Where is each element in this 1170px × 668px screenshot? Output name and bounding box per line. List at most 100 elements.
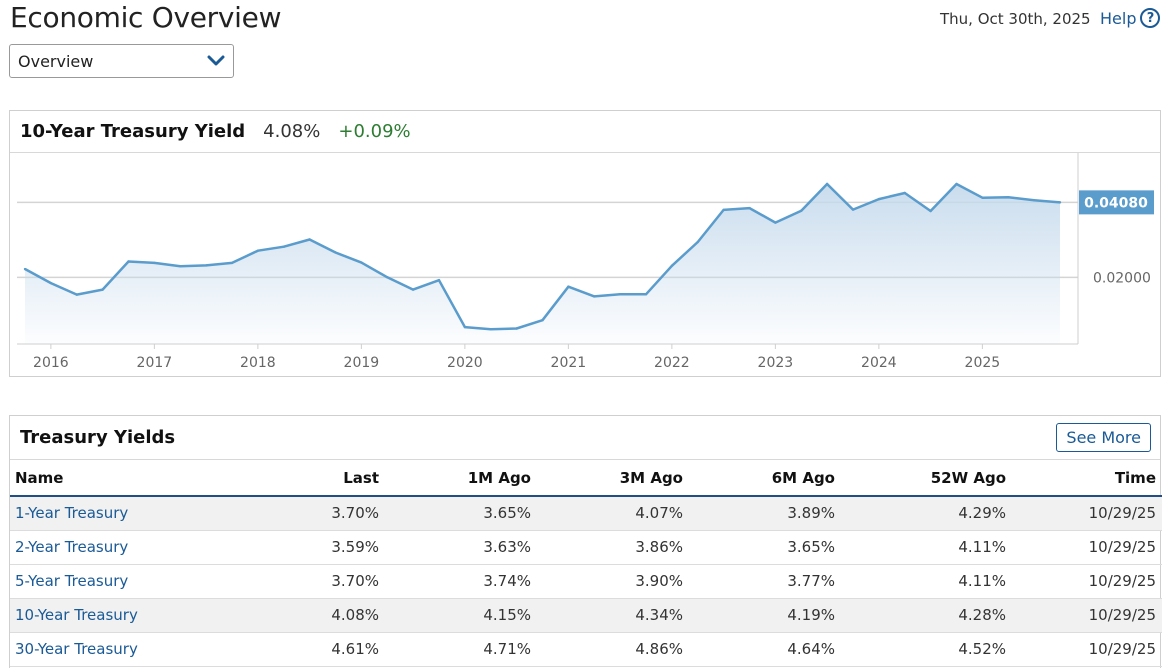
treasury-link[interactable]: 5-Year Treasury (15, 572, 129, 590)
col-header-1m[interactable]: 1M Ago (385, 460, 537, 497)
table-header: Treasury Yields See More (10, 416, 1160, 460)
x-tick-label: 2025 (965, 355, 1001, 371)
treasury-link[interactable]: 1-Year Treasury (15, 504, 129, 523)
cell-6m: 4.64% (689, 632, 841, 667)
data-point (541, 319, 544, 322)
current-date: Thu, Oct 30th, 2025 (940, 10, 1091, 28)
chevron-down-icon (207, 55, 225, 66)
col-header-52w[interactable]: 52W Ago (841, 460, 1012, 497)
table-row: 30-Year Treasury 4.61% 4.71% 4.86% 4.64%… (10, 632, 1162, 667)
cell-3m: 4.07% (537, 496, 689, 531)
treasury-link[interactable]: 2-Year Treasury (15, 538, 129, 556)
cell-3m: 3.86% (537, 530, 689, 565)
data-point (618, 293, 622, 296)
page-title: Economic Overview (10, 1, 282, 34)
cell-1m: 3.63% (385, 530, 537, 565)
cell-6m: 3.77% (689, 564, 841, 599)
cell-6m: 3.65% (689, 530, 841, 565)
cell-time: 10/29/25 (1012, 530, 1162, 565)
cell-3m: 4.34% (537, 598, 689, 633)
cell-time: 10/29/25 (1012, 496, 1162, 531)
cell-last: 4.61% (260, 632, 385, 667)
view-select[interactable]: Overview (9, 44, 234, 78)
cell-52w: 4.11% (841, 564, 1012, 599)
chart-header: 10-Year Treasury Yield 4.08% +0.09% (10, 111, 1160, 153)
x-tick-label: 2018 (240, 355, 276, 371)
data-point (75, 293, 78, 296)
treasury-link[interactable]: 30-Year Treasury (15, 640, 138, 658)
data-point (489, 328, 492, 331)
treasury-table: Name Last 1M Ago 3M Ago 6M Ago 52W Ago T… (10, 460, 1162, 667)
last-value-label: 0.04080 (1084, 195, 1148, 211)
data-point (981, 196, 984, 199)
data-point (1032, 199, 1036, 202)
cell-6m: 4.19% (689, 598, 841, 633)
cell-52w: 4.29% (841, 496, 1012, 531)
col-header-name[interactable]: Name (10, 460, 260, 497)
col-header-6m[interactable]: 6M Ago (689, 460, 841, 497)
cell-52w: 4.11% (841, 530, 1012, 565)
cell-52w: 4.52% (841, 632, 1012, 667)
data-point (463, 325, 467, 329)
data-point (256, 249, 260, 252)
table-row: 10-Year Treasury 4.08% 4.15% 4.34% 4.19%… (10, 598, 1162, 633)
x-tick-label: 2016 (33, 355, 69, 371)
cell-3m: 3.90% (537, 564, 689, 599)
data-point (800, 209, 803, 212)
data-point (437, 279, 441, 282)
data-point (386, 276, 389, 279)
data-point (1058, 201, 1062, 204)
cell-52w: 4.28% (841, 598, 1012, 633)
treasury-link[interactable]: 10-Year Treasury (15, 606, 138, 624)
data-point (774, 221, 777, 224)
cell-last: 3.70% (260, 496, 385, 531)
data-point (1007, 196, 1010, 199)
cell-last: 4.08% (260, 598, 385, 633)
yield-chart[interactable]: 2016 2017 2018 2019 2020 2021 2022 2023 2024 2025… (10, 153, 1160, 377)
data-point (230, 261, 234, 265)
data-point (204, 264, 208, 267)
data-point (49, 281, 53, 285)
see-more-button[interactable]: See More (1056, 423, 1151, 452)
help-link[interactable]: Help ? (1100, 8, 1161, 28)
data-point (282, 245, 285, 248)
data-point (567, 285, 570, 288)
data-point (153, 261, 156, 265)
cell-time: 10/29/25 (1012, 632, 1162, 667)
data-point (929, 209, 932, 213)
col-header-3m[interactable]: 3M Ago (537, 460, 689, 497)
cell-last: 3.59% (260, 530, 385, 565)
data-point (515, 327, 518, 330)
x-tick-label: 2024 (861, 355, 897, 371)
yield-area (25, 184, 1060, 344)
col-header-time[interactable]: Time (1012, 460, 1162, 497)
data-point (670, 264, 674, 267)
data-point (101, 288, 104, 291)
x-tick-label: 2022 (654, 355, 690, 371)
data-point (179, 264, 182, 268)
data-point (360, 261, 363, 264)
cell-1m: 4.71% (385, 632, 537, 667)
chart-title: 10-Year Treasury Yield (20, 121, 246, 142)
cell-1m: 4.15% (385, 598, 537, 633)
treasury-yields-panel: Treasury Yields See More Name Last 1M Ag… (9, 415, 1162, 668)
question-circle-icon: ? (1140, 8, 1161, 28)
data-point (308, 238, 311, 241)
cell-3m: 4.86% (537, 632, 689, 667)
data-point (851, 208, 855, 211)
col-header-last[interactable]: Last (260, 460, 385, 497)
data-point (593, 295, 596, 298)
table-row: 2-Year Treasury 3.59% 3.63% 3.86% 3.65% … (10, 530, 1162, 565)
cell-6m: 3.89% (689, 496, 841, 531)
data-point (903, 191, 906, 195)
table-header-row: Name Last 1M Ago 3M Ago 6M Ago 52W Ago T… (10, 460, 1162, 497)
chart-current-value: 4.08% (263, 121, 321, 142)
data-point (127, 260, 130, 263)
cell-last: 3.70% (260, 564, 385, 599)
help-label: Help (1100, 8, 1137, 28)
data-point (722, 208, 725, 212)
cell-time: 10/29/25 (1012, 564, 1162, 599)
cell-1m: 3.65% (385, 496, 537, 531)
data-point (825, 182, 829, 186)
data-point (696, 240, 699, 244)
